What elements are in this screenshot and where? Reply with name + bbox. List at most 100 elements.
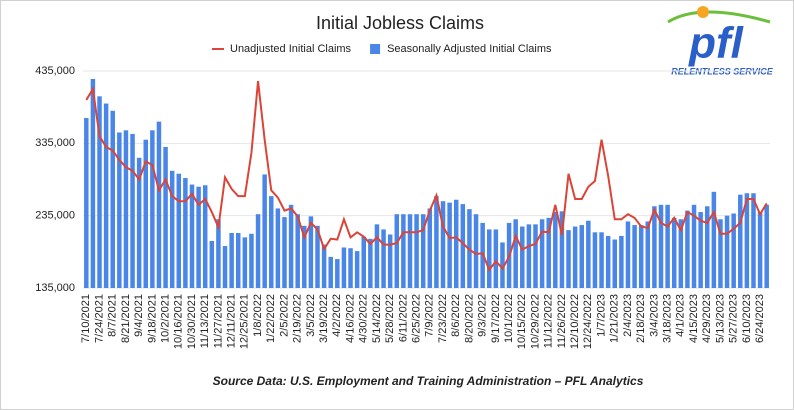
y-tick-label: 135,000 bbox=[35, 282, 75, 294]
bar bbox=[189, 184, 195, 288]
bar bbox=[546, 217, 551, 288]
bar bbox=[341, 247, 347, 288]
x-tick-label: 5/14/2022 bbox=[371, 294, 383, 343]
bar bbox=[196, 186, 201, 288]
x-tick-label: 11/27/2021 bbox=[212, 294, 224, 348]
legend: Unadjusted Initial Claims Seasonally Adju… bbox=[212, 43, 552, 55]
bar bbox=[698, 212, 703, 288]
bar bbox=[500, 242, 505, 288]
x-tick-label: 2/4/2023 bbox=[622, 294, 634, 337]
bar bbox=[704, 206, 710, 288]
bar bbox=[751, 193, 756, 288]
bar bbox=[361, 236, 366, 288]
bar bbox=[440, 201, 446, 288]
bar bbox=[136, 157, 142, 288]
bar bbox=[97, 96, 102, 288]
bar bbox=[295, 214, 300, 288]
bar bbox=[414, 214, 419, 288]
bar bbox=[566, 230, 571, 288]
x-tick-label: 9/18/2021 bbox=[146, 294, 158, 343]
chart-title: Initial Jobless Claims bbox=[316, 13, 484, 33]
bar bbox=[381, 229, 386, 288]
bar bbox=[718, 219, 723, 288]
bar bbox=[308, 216, 314, 288]
bar bbox=[738, 194, 743, 288]
bar bbox=[387, 234, 393, 288]
bar bbox=[275, 208, 281, 288]
x-tick-label: 4/16/2022 bbox=[344, 294, 356, 343]
bar bbox=[222, 246, 228, 288]
bar bbox=[559, 211, 565, 288]
x-tick-label: 5/27/2023 bbox=[728, 294, 740, 343]
bar bbox=[572, 226, 578, 288]
bar bbox=[130, 133, 135, 288]
bar bbox=[645, 221, 651, 288]
x-tick-label: 6/24/2023 bbox=[754, 294, 766, 343]
x-tick-label: 1/7/2023 bbox=[595, 294, 607, 337]
bar bbox=[513, 219, 518, 288]
x-tick-label: 12/25/2021 bbox=[239, 294, 251, 349]
bar bbox=[427, 208, 433, 288]
bar bbox=[282, 217, 287, 288]
x-tick-label: 10/29/2022 bbox=[529, 294, 541, 349]
bar bbox=[335, 259, 340, 288]
bar bbox=[487, 229, 492, 288]
x-tick-label: 3/19/2022 bbox=[318, 294, 330, 343]
bar bbox=[169, 170, 175, 288]
bar bbox=[394, 214, 400, 288]
bar bbox=[143, 139, 149, 288]
bar bbox=[103, 103, 109, 288]
x-tick-label: 10/30/2021 bbox=[186, 294, 198, 349]
x-tick-label: 9/4/2021 bbox=[133, 294, 145, 337]
bar bbox=[724, 215, 730, 288]
x-tick-label: 4/29/2023 bbox=[701, 294, 713, 343]
x-tick-label: 11/26/2022 bbox=[556, 294, 568, 348]
x-tick-label: 3/4/2023 bbox=[648, 294, 660, 337]
x-tick-label: 7/9/2022 bbox=[424, 294, 436, 337]
bar bbox=[242, 237, 248, 288]
x-tick-label: 9/3/2022 bbox=[477, 294, 489, 337]
x-tick-label: 11/12/2022 bbox=[543, 294, 555, 348]
x-tick-label: 8/6/2022 bbox=[450, 294, 462, 337]
bar bbox=[453, 199, 459, 288]
bar bbox=[156, 121, 162, 288]
x-tick-label: 6/25/2022 bbox=[410, 294, 422, 343]
x-tick-label: 4/1/2023 bbox=[675, 294, 687, 337]
x-tick-label: 3/18/2023 bbox=[662, 294, 674, 343]
legend-label: Unadjusted Initial Claims bbox=[230, 43, 352, 55]
bar bbox=[288, 204, 294, 288]
bar bbox=[374, 224, 380, 288]
x-tick-label: 8/21/2021 bbox=[120, 294, 132, 343]
x-tick-label: 1/22/2022 bbox=[265, 294, 277, 343]
bar bbox=[592, 232, 598, 288]
bar bbox=[665, 204, 670, 288]
bar bbox=[520, 226, 525, 288]
bar bbox=[757, 212, 763, 288]
bar bbox=[652, 206, 657, 288]
x-tick-label: 4/2/2022 bbox=[331, 294, 343, 337]
bar bbox=[638, 225, 644, 288]
x-tick-label: 4/15/2023 bbox=[688, 294, 700, 343]
bar bbox=[493, 229, 499, 288]
bar bbox=[599, 232, 604, 288]
x-tick-label: 1/8/2022 bbox=[252, 294, 264, 337]
logo-swoosh bbox=[667, 10, 771, 24]
bar bbox=[632, 225, 637, 288]
bar bbox=[262, 174, 267, 288]
bar bbox=[110, 110, 115, 289]
bar bbox=[671, 217, 677, 288]
legend-label: Seasonally Adjusted Initial Claims bbox=[387, 43, 552, 55]
x-tick-label: 10/16/2021 bbox=[173, 294, 185, 349]
bar bbox=[691, 204, 697, 288]
x-tick-label: 12/11/2021 bbox=[226, 294, 238, 348]
bar bbox=[434, 196, 439, 288]
bar bbox=[90, 78, 96, 288]
x-tick-label: 11/13/2021 bbox=[199, 294, 211, 348]
bar bbox=[123, 130, 129, 288]
bar bbox=[658, 204, 664, 288]
bar bbox=[539, 219, 545, 288]
bar bbox=[84, 118, 89, 289]
legend-swatch bbox=[370, 44, 381, 54]
bar bbox=[302, 225, 307, 288]
